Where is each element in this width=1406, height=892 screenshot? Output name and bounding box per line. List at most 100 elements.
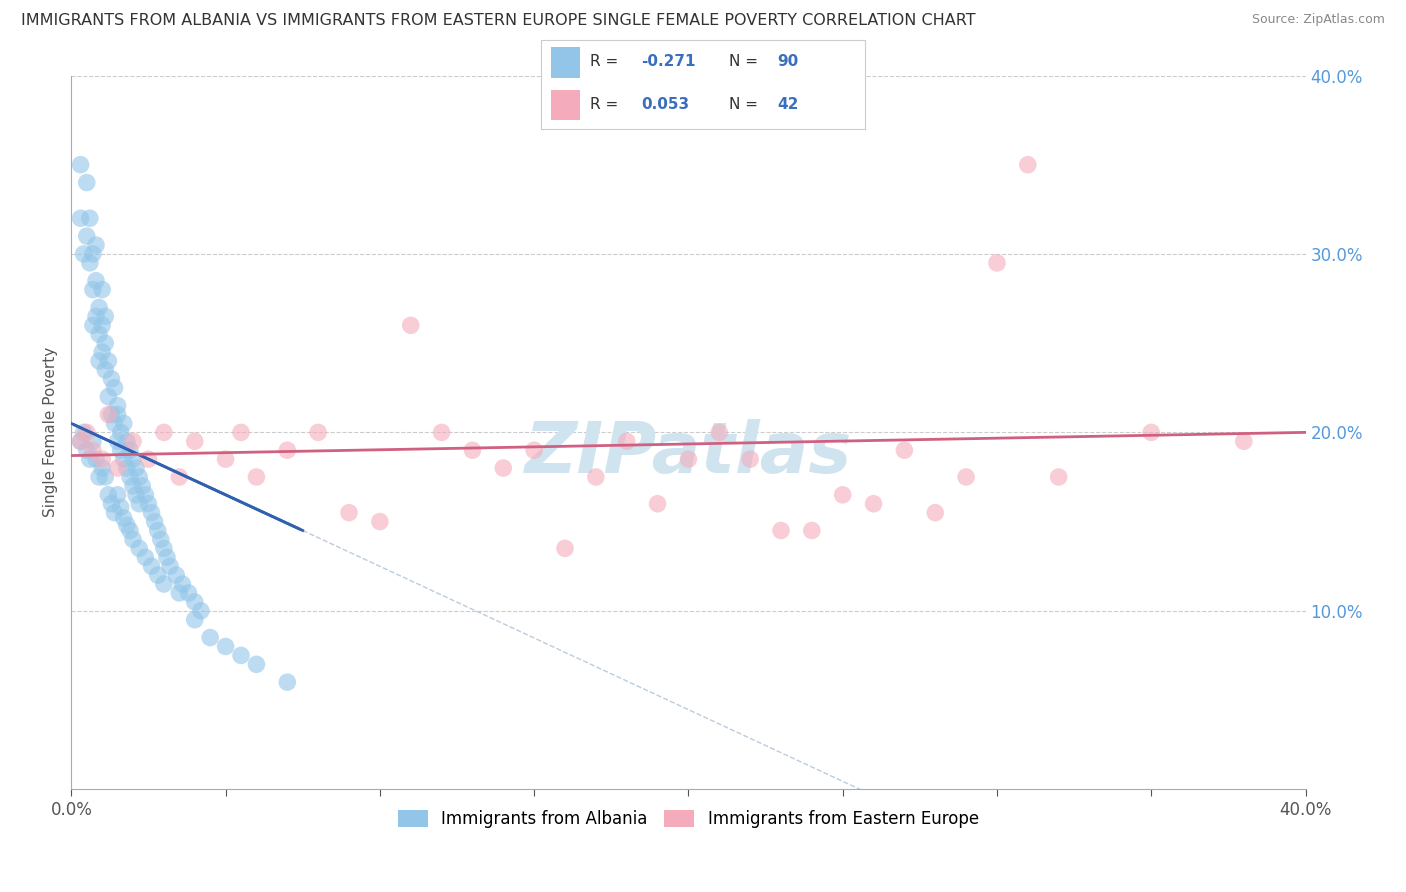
Point xyxy=(184,434,207,449)
Point xyxy=(172,577,194,591)
Point xyxy=(69,434,91,449)
Bar xyxy=(551,90,581,120)
Point xyxy=(616,434,638,449)
Point xyxy=(138,452,160,467)
Bar xyxy=(551,47,581,78)
Point xyxy=(110,500,132,515)
Point xyxy=(118,470,141,484)
Point xyxy=(153,577,176,591)
Point xyxy=(169,586,191,600)
Point xyxy=(82,318,104,333)
Point xyxy=(72,425,94,440)
Point xyxy=(146,524,169,538)
Point xyxy=(1140,425,1163,440)
Point xyxy=(69,158,91,172)
Point xyxy=(169,470,191,484)
Point xyxy=(100,372,122,386)
Point xyxy=(554,541,576,556)
Point xyxy=(131,479,153,493)
Point xyxy=(97,488,120,502)
Point xyxy=(245,470,267,484)
Point xyxy=(134,550,156,565)
Point xyxy=(100,497,122,511)
Point xyxy=(986,256,1008,270)
Point xyxy=(84,238,107,252)
Point xyxy=(122,452,145,467)
Point xyxy=(492,461,515,475)
Text: ZIPatlas: ZIPatlas xyxy=(524,419,852,488)
Point xyxy=(87,470,110,484)
Point xyxy=(103,381,125,395)
Point xyxy=(399,318,422,333)
Point xyxy=(156,550,179,565)
Point xyxy=(76,176,98,190)
Point xyxy=(91,461,114,475)
Point xyxy=(800,524,823,538)
Point xyxy=(177,586,200,600)
Point xyxy=(159,559,181,574)
Point xyxy=(184,595,207,609)
Point xyxy=(94,336,117,351)
Point xyxy=(153,541,176,556)
Point xyxy=(307,425,329,440)
Point xyxy=(893,443,915,458)
Point xyxy=(125,488,148,502)
Text: R =: R = xyxy=(591,97,623,112)
Point xyxy=(79,256,101,270)
Point xyxy=(128,497,150,511)
Text: N =: N = xyxy=(728,97,762,112)
Point xyxy=(94,310,117,324)
Point xyxy=(76,229,98,244)
Point xyxy=(87,354,110,368)
Point xyxy=(79,452,101,467)
Text: R =: R = xyxy=(591,54,623,69)
Text: 42: 42 xyxy=(778,97,799,112)
Point xyxy=(430,425,453,440)
Point xyxy=(143,515,166,529)
Point xyxy=(214,640,236,654)
Point xyxy=(128,470,150,484)
Point xyxy=(276,443,298,458)
Point xyxy=(115,434,138,449)
Point xyxy=(146,568,169,582)
Point xyxy=(229,425,252,440)
Point xyxy=(198,631,221,645)
Point xyxy=(138,497,160,511)
Point xyxy=(87,327,110,342)
Point xyxy=(76,443,98,458)
Point xyxy=(100,408,122,422)
Point xyxy=(69,211,91,226)
Text: N =: N = xyxy=(728,54,762,69)
Point xyxy=(110,443,132,458)
Point xyxy=(112,511,135,525)
Point xyxy=(91,318,114,333)
Point xyxy=(709,425,731,440)
Point xyxy=(107,461,129,475)
Point xyxy=(229,648,252,663)
Point xyxy=(97,354,120,368)
Point xyxy=(84,310,107,324)
Point xyxy=(94,470,117,484)
Point xyxy=(276,675,298,690)
Point xyxy=(165,568,187,582)
Point xyxy=(184,613,207,627)
Point xyxy=(82,443,104,458)
Point xyxy=(115,461,138,475)
Point xyxy=(1017,158,1039,172)
Point xyxy=(69,434,91,449)
Point xyxy=(91,345,114,359)
Point xyxy=(118,524,141,538)
Point xyxy=(115,518,138,533)
Text: Source: ZipAtlas.com: Source: ZipAtlas.com xyxy=(1251,13,1385,27)
Point xyxy=(153,425,176,440)
Point xyxy=(72,247,94,261)
Point xyxy=(122,479,145,493)
Point xyxy=(740,452,762,467)
Point xyxy=(82,283,104,297)
Point xyxy=(112,417,135,431)
Point xyxy=(368,515,391,529)
Point xyxy=(79,211,101,226)
Point xyxy=(82,247,104,261)
Point xyxy=(955,470,977,484)
Point xyxy=(141,506,163,520)
